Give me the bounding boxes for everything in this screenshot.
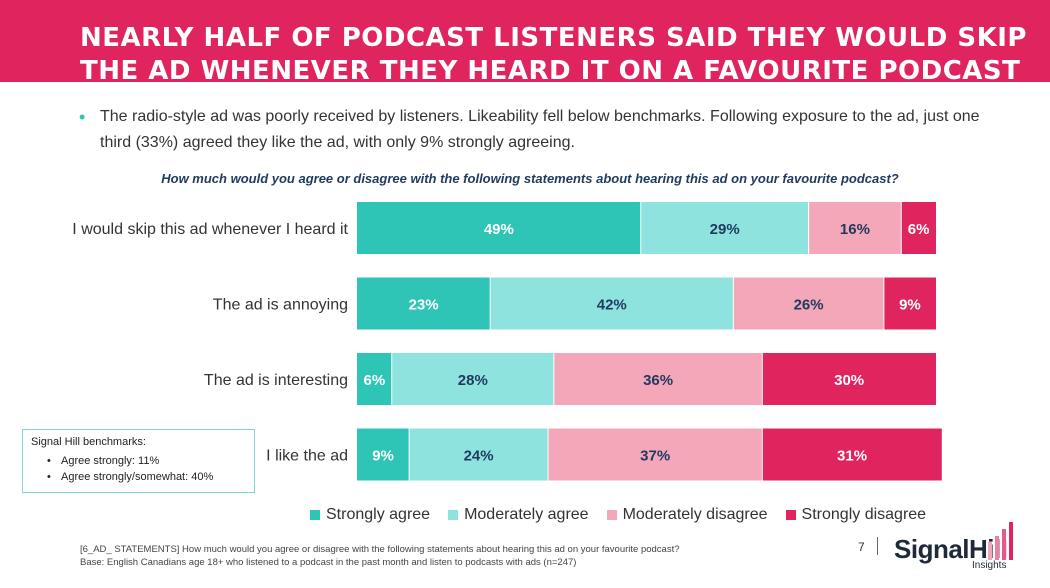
bar-segment [357,353,392,405]
data-label: 37% [640,448,670,465]
footnote-base: Base: English Canadians age 18+ who list… [80,557,577,568]
bar-segment [733,277,884,330]
data-label: 6% [908,221,930,238]
stacked-bar-chart: I would skip this ad whenever I heard it… [72,202,942,481]
page-number: 7 [858,540,865,554]
legend-label: Moderately agree [464,506,589,523]
benchmarks-title: Signal Hill benchmarks: [31,436,146,448]
chart-legend: Strongly agree Moderately agree Moderately… [310,505,944,525]
data-label: 24% [464,448,494,465]
legend-swatch [785,510,796,520]
bar-segment [391,353,554,405]
legend-item: Strongly disagree [785,506,927,524]
bar-segment [357,277,491,330]
benchmark-item: Agree strongly: 11% [31,453,246,469]
bullet-marker: • [79,107,86,127]
page-title-line-2: THE AD WHENEVER THEY HEARD IT ON A FAVOU… [80,56,1021,82]
bar-segment [548,428,763,481]
data-label: 29% [710,221,740,238]
bar-segment [762,428,942,481]
data-label: 31% [837,448,867,465]
bar-segment [490,277,734,330]
data-label: 26% [794,297,824,314]
page-number-divider [877,537,878,555]
legend-label: Strongly agree [326,506,431,523]
benchmarks-box: Signal Hill benchmarks: Agree strongly: … [22,429,255,493]
data-label: 36% [643,372,673,389]
legend-item: Moderately agree [448,506,589,524]
signal-hill-logo: SignalHill Insights [892,520,1022,572]
summary-bullet: The radio-style ad was poorly received b… [100,108,980,151]
footnote-question: [6_AD_ STATEMENTS] How much would you ag… [80,544,680,555]
category-label: I like the ad [266,448,348,465]
header-band: NEARLY HALF OF PODCAST LISTENERS SAID TH… [0,0,1050,82]
data-label: 30% [834,372,864,389]
page-title: NEARLY HALF OF PODCAST LISTENERS SAID TH… [80,22,1040,82]
legend-swatch [310,510,320,520]
bar-segment [808,202,902,254]
data-label: 28% [458,372,488,389]
data-label: 9% [899,297,921,314]
legend-item: Strongly agree [310,506,430,524]
data-label: 42% [597,297,627,314]
legend-label: Moderately disagree [622,506,768,523]
data-label: 6% [364,372,386,389]
bar-segment [357,428,410,481]
benchmark-item: Agree strongly/somewhat: 40% [31,469,246,485]
data-label: 9% [372,448,394,465]
bar-segment [640,202,809,254]
data-label: 16% [840,221,870,238]
data-label: 23% [409,297,439,314]
legend-item: Moderately disagree [606,506,768,524]
category-label: The ad is annoying [213,297,348,314]
bar-segment [409,428,549,481]
page-title-line-1: NEARLY HALF OF PODCAST LISTENERS SAID TH… [80,23,1027,53]
signal-bars-icon [988,522,1013,560]
footnote: [6_AD_ STATEMENTS] How much would you ag… [80,543,800,569]
legend-swatch [606,510,617,520]
bar-segment [553,353,763,405]
bar-segment [762,353,936,405]
benchmarks-list: Agree strongly: 11% Agree strongly/somew… [31,453,246,485]
legend-swatch [448,510,459,520]
chart-question: How much would you agree or disagree wit… [161,171,899,186]
bar-segment [357,202,641,254]
bar-segment [901,202,936,254]
logo-subtitle: Insights [972,560,1007,571]
legend-label: Strongly disagree [801,506,927,523]
data-label: 49% [484,221,514,238]
category-label: The ad is interesting [204,372,348,389]
category-label: I would skip this ad whenever I heard it [72,221,348,238]
bar-segment [883,277,936,330]
